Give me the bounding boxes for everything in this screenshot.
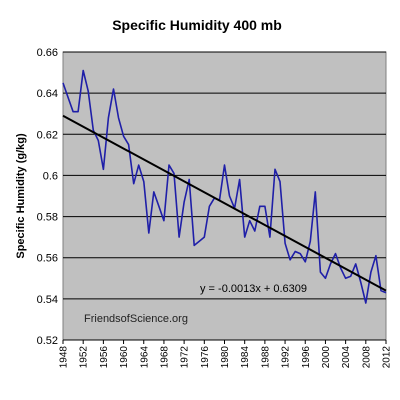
x-tick-label: 2012 bbox=[382, 346, 393, 369]
trend-equation: y = -0.0013x + 0.6309 bbox=[200, 283, 307, 295]
x-tick-label: 1976 bbox=[200, 346, 211, 369]
x-tick-label: 1984 bbox=[240, 346, 251, 369]
y-tick-label: 0.6 bbox=[43, 170, 58, 182]
y-tick-label: 0.66 bbox=[37, 47, 58, 59]
y-tick-labels: 0.52 0.54 0.56 0.58 0.6 0.62 0.64 0.66 bbox=[37, 47, 58, 347]
y-tick-label: 0.54 bbox=[37, 294, 58, 306]
x-tick-label: 1968 bbox=[159, 346, 170, 369]
x-tick-label: 1988 bbox=[260, 346, 271, 369]
x-tick-label: 1964 bbox=[139, 346, 150, 369]
x-tick-label: 1952 bbox=[79, 346, 90, 369]
gridlines bbox=[62, 51, 387, 344]
y-tick-label: 0.62 bbox=[37, 129, 58, 141]
x-tick-label: 1956 bbox=[99, 346, 110, 369]
y-tick-label: 0.56 bbox=[37, 253, 58, 265]
y-axis-label: Specific Humidity (g/kg) bbox=[15, 133, 27, 259]
x-tick-label: 1960 bbox=[119, 346, 130, 369]
x-tick-label: 1972 bbox=[180, 346, 191, 369]
source-watermark: FriendsofScience.org bbox=[84, 313, 188, 325]
plot-area bbox=[62, 51, 387, 341]
chart-title: Specific Humidity 400 mb bbox=[112, 17, 282, 33]
x-tick-label: 1948 bbox=[59, 346, 70, 369]
x-tick-label: 2004 bbox=[341, 346, 352, 369]
x-tick-label: 2000 bbox=[321, 346, 332, 369]
x-tick-label: 1992 bbox=[281, 346, 292, 369]
x-tick-label: 1996 bbox=[301, 346, 312, 369]
x-tick-label: 2008 bbox=[361, 346, 372, 369]
y-tick-label: 0.52 bbox=[37, 335, 58, 347]
y-tick-label: 0.58 bbox=[37, 212, 58, 224]
x-tick-label: 1980 bbox=[220, 346, 231, 369]
x-tick-labels: 1948 1952 1956 1960 1964 1968 1972 1976 1980 1984… bbox=[59, 346, 393, 369]
trend-line bbox=[62, 114, 387, 292]
y-tick-label: 0.64 bbox=[37, 88, 58, 100]
